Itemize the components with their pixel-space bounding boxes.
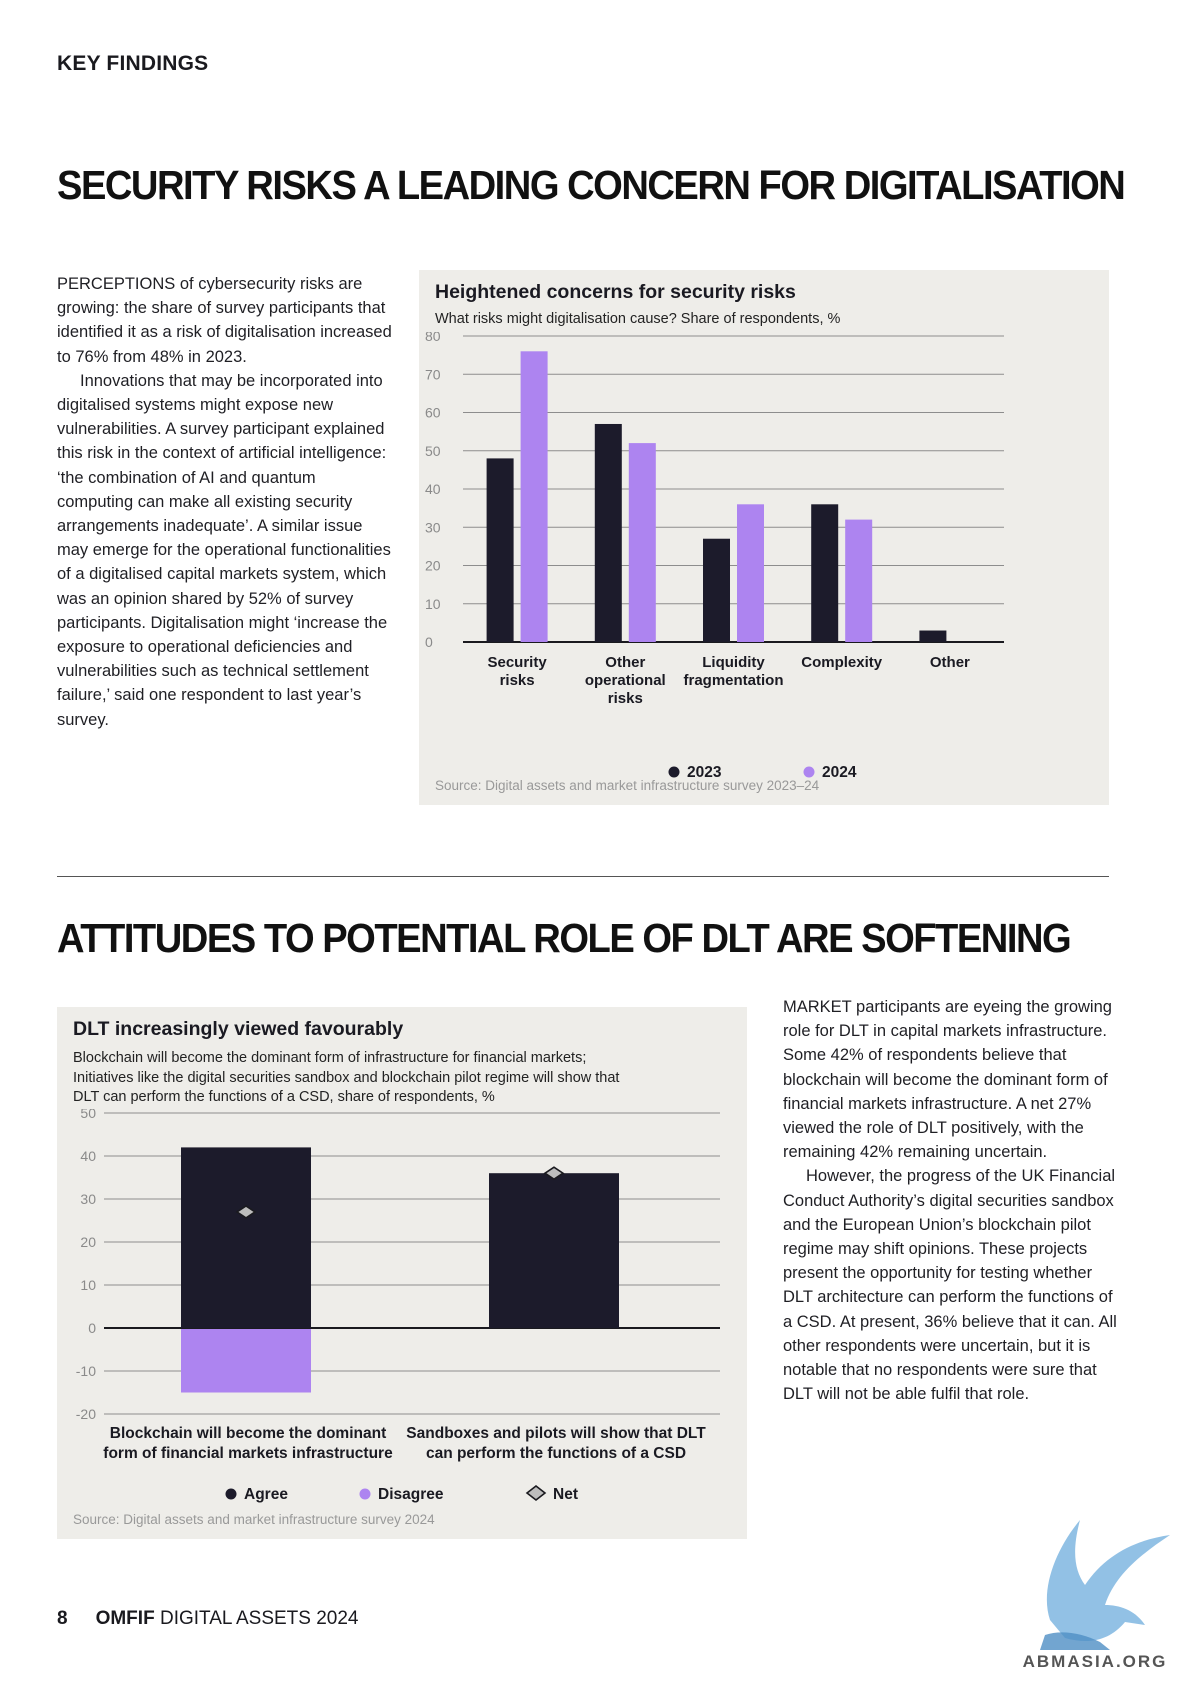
x-tick-label: operational: [585, 672, 666, 689]
bar-agree: [181, 1147, 311, 1328]
body-column-dlt: MARKET participants are eyeing the growi…: [783, 995, 1118, 1406]
griffin-logo-icon: ABMASIA.ORG: [1023, 1520, 1170, 1670]
x-tick-label: Security: [487, 654, 547, 671]
body-column-security: PERCEPTIONS of cybersecurity risks are g…: [57, 272, 392, 732]
section-kicker: KEY FINDINGS: [57, 52, 209, 75]
y-tick-label: 10: [425, 596, 441, 612]
bar-disagree: [181, 1329, 311, 1393]
legend-label: Net: [553, 1486, 578, 1503]
y-tick-label: 50: [425, 443, 441, 459]
y-tick-label: 30: [425, 519, 441, 535]
x-tick-label: Other: [930, 654, 970, 671]
chart-title: Heightened concerns for security risks: [435, 281, 796, 303]
paragraph: MARKET participants are eyeing the growi…: [783, 998, 1112, 1162]
y-tick-label: 0: [88, 1320, 96, 1336]
page-footer: 8 OMFIF DIGITAL ASSETS 2024: [57, 1608, 359, 1630]
chart-subtitle-line: Blockchain will become the dominant form…: [73, 1050, 587, 1066]
y-tick-label: 60: [425, 405, 441, 421]
y-tick-label: 80: [425, 332, 441, 344]
y-tick-label: 70: [425, 366, 441, 382]
y-tick-label: 10: [80, 1277, 96, 1293]
bar-2023: [703, 538, 730, 642]
y-tick-label: 40: [80, 1148, 96, 1164]
legend-label: Disagree: [378, 1486, 444, 1503]
footer-title: DIGITAL ASSETS 2024: [159, 1608, 359, 1629]
legend-marker: [225, 1488, 237, 1500]
chart-source: Source: Digital assets and market infras…: [73, 1512, 435, 1527]
legend-label: 2023: [687, 764, 722, 781]
x-tick-label: form of financial markets infrastructure: [103, 1445, 393, 1462]
legend-label: Agree: [244, 1486, 288, 1503]
x-tick-label: can perform the functions of a CSD: [426, 1445, 686, 1462]
bar-2023: [919, 630, 947, 642]
x-tick-label: Complexity: [801, 654, 883, 671]
y-tick-label: 20: [425, 558, 441, 574]
x-tick-label: risks: [500, 672, 535, 689]
section-heading-security: SECURITY RISKS A LEADING CONCERN FOR DIG…: [57, 162, 1126, 208]
bar-2024: [737, 504, 764, 642]
watermark-text: ABMASIA.ORG: [1023, 1652, 1168, 1670]
chart-source: Source: Digital assets and market infras…: [435, 778, 820, 793]
bar-agree: [489, 1173, 619, 1328]
y-tick-label: 0: [425, 634, 433, 650]
x-tick-label: fragmentation: [683, 672, 783, 689]
chart-panel-dlt: DLT increasingly viewed favourably Block…: [57, 1007, 747, 1539]
legend-marker: [359, 1488, 371, 1500]
x-tick-label: Blockchain will become the dominant: [110, 1425, 386, 1442]
chart-subtitle-line: DLT can perform the functions of a CSD, …: [73, 1089, 495, 1105]
legend-marker: [803, 766, 815, 778]
chart-dlt: -20 -10 0 10 20 30 40 50 Blockchain will become …: [76, 1109, 720, 1503]
legend-marker: [525, 1484, 547, 1502]
chart-panel-security-risks: Heightened concerns for security risks W…: [419, 270, 1109, 805]
chart-subtitle: What risks might digitalisation cause? S…: [435, 311, 841, 327]
y-tick-label: 50: [80, 1109, 96, 1121]
footer-brand: OMFIF: [95, 1608, 155, 1629]
section-divider: [57, 876, 1109, 877]
y-tick-label: 40: [425, 481, 441, 497]
bar-2024: [520, 351, 548, 642]
net-marker: [235, 1204, 257, 1219]
section-heading-dlt: ATTITUDES TO POTENTIAL ROLE OF DLT ARE S…: [57, 915, 1072, 961]
chart-title: DLT increasingly viewed favourably: [73, 1018, 404, 1040]
legend-marker: [668, 766, 680, 778]
chart-subtitle-line: Initiatives like the digital securities …: [73, 1069, 620, 1086]
x-tick-label: Liquidity: [702, 654, 765, 671]
bar-2024: [628, 443, 656, 642]
x-tick-label: risks: [608, 690, 643, 707]
legend-label: 2024: [822, 764, 857, 781]
x-tick-label: Other: [605, 654, 645, 671]
bar-2023: [594, 423, 622, 642]
y-tick-label: 20: [80, 1234, 96, 1250]
bar-2023: [811, 504, 839, 642]
y-tick-label: 30: [80, 1191, 96, 1207]
bar-2023: [486, 458, 514, 642]
net-marker: [543, 1166, 565, 1181]
y-tick-label: -10: [76, 1363, 96, 1379]
bar-2024: [845, 519, 873, 642]
chart-security-risks: 01020304050607080SecurityrisksOtheropera…: [425, 332, 1004, 781]
page-number: 8: [57, 1608, 68, 1629]
x-tick-label: Sandboxes and pilots will show that DLT: [406, 1425, 706, 1442]
y-tick-label: -20: [76, 1406, 96, 1422]
chart-subtitle: Blockchain will become the dominant form…: [73, 1049, 619, 1108]
paragraph: Innovations that may be incorporated int…: [57, 371, 391, 729]
paragraph: PERCEPTIONS of cybersecurity risks are g…: [57, 275, 392, 366]
paragraph: However, the progress of the UK Financia…: [783, 1167, 1117, 1404]
